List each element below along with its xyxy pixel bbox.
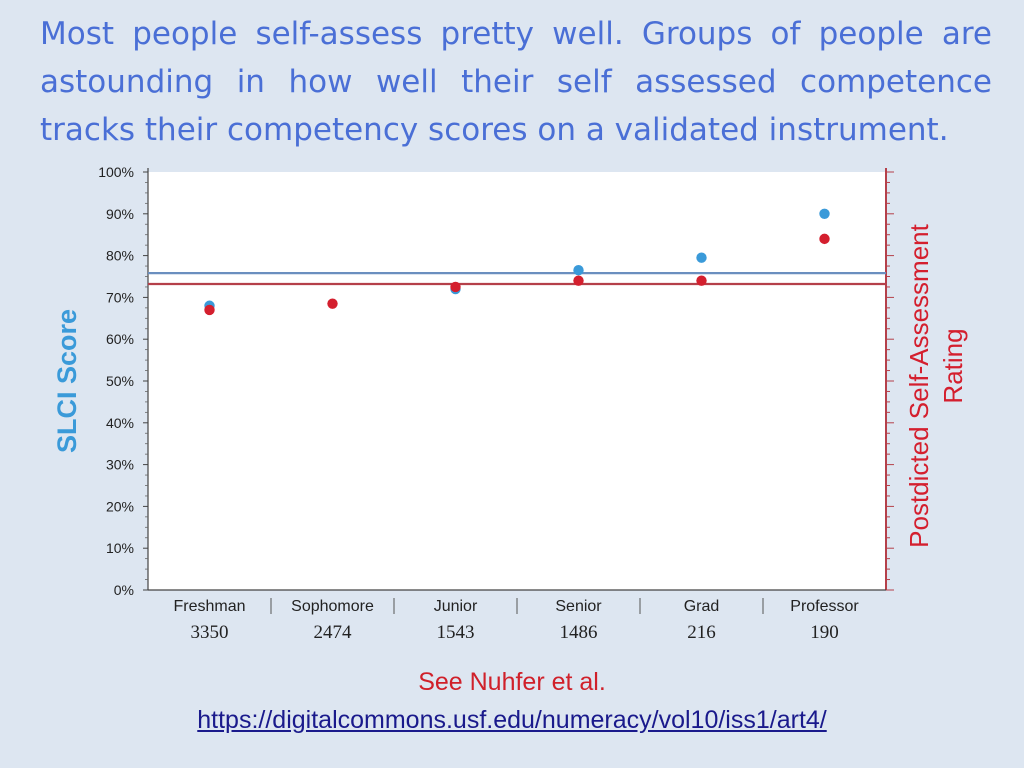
self-assessment-point — [327, 298, 338, 309]
x-category-count: 216 — [687, 622, 716, 643]
y-tick-label: 10% — [106, 540, 134, 556]
x-tick-label: Senior — [555, 598, 602, 615]
x-category-count: 1543 — [437, 622, 475, 643]
citation-link[interactable]: https://digitalcommons.usf.edu/numeracy/… — [197, 706, 827, 734]
x-category-count: 190 — [810, 622, 839, 643]
y-tick-label: 40% — [106, 415, 134, 431]
self-assessment-point — [450, 281, 461, 293]
y-tick-label: 0% — [114, 582, 134, 598]
x-category-count: 1486 — [560, 622, 598, 643]
citation-text: See Nuhfer et al. — [418, 668, 606, 696]
y-tick-label: 60% — [106, 331, 134, 347]
slci-point — [696, 252, 707, 263]
x-tick-label: Freshman — [173, 598, 245, 615]
x-category-count: 3350 — [191, 622, 229, 643]
x-tick-label: Junior — [434, 598, 478, 615]
slci-point — [573, 265, 584, 276]
slci-point — [819, 208, 830, 219]
y-axis-title-left: SLCI Score — [52, 309, 82, 453]
y-tick-label: 80% — [106, 248, 134, 264]
self-assessment-point — [204, 304, 215, 316]
x-tick-label: Sophomore — [291, 598, 374, 615]
self-assessment-point — [696, 275, 707, 286]
chart: 0% 10% 20% 30% 40% 50% 60% 70% 80% 90% 100% Freshma… — [40, 150, 1000, 660]
x-category-count: 2474 — [314, 622, 353, 643]
x-tick-label: Grad — [684, 598, 720, 615]
slide-heading: Most people self-assess pretty well. Gro… — [40, 16, 992, 148]
y-tick-label: 50% — [106, 373, 134, 389]
plot-area — [148, 172, 886, 590]
y-tick-label: 30% — [106, 457, 134, 473]
self-assessment-point — [573, 275, 584, 286]
chart-svg: 0% 10% 20% 30% 40% 50% 60% 70% 80% 90% 100% Freshma… — [52, 164, 968, 643]
y-tick-label: 20% — [106, 498, 134, 514]
y-axis-title-right-line2: Rating — [938, 328, 968, 403]
y-axis-title-right: Postdicted Self-Assessment — [904, 223, 934, 547]
self-assessment-point — [819, 233, 830, 245]
y-tick-label: 90% — [106, 206, 134, 222]
y-tick-label: 100% — [98, 164, 134, 180]
x-tick-label: Professor — [790, 598, 859, 615]
y-tick-label: 70% — [106, 289, 134, 305]
